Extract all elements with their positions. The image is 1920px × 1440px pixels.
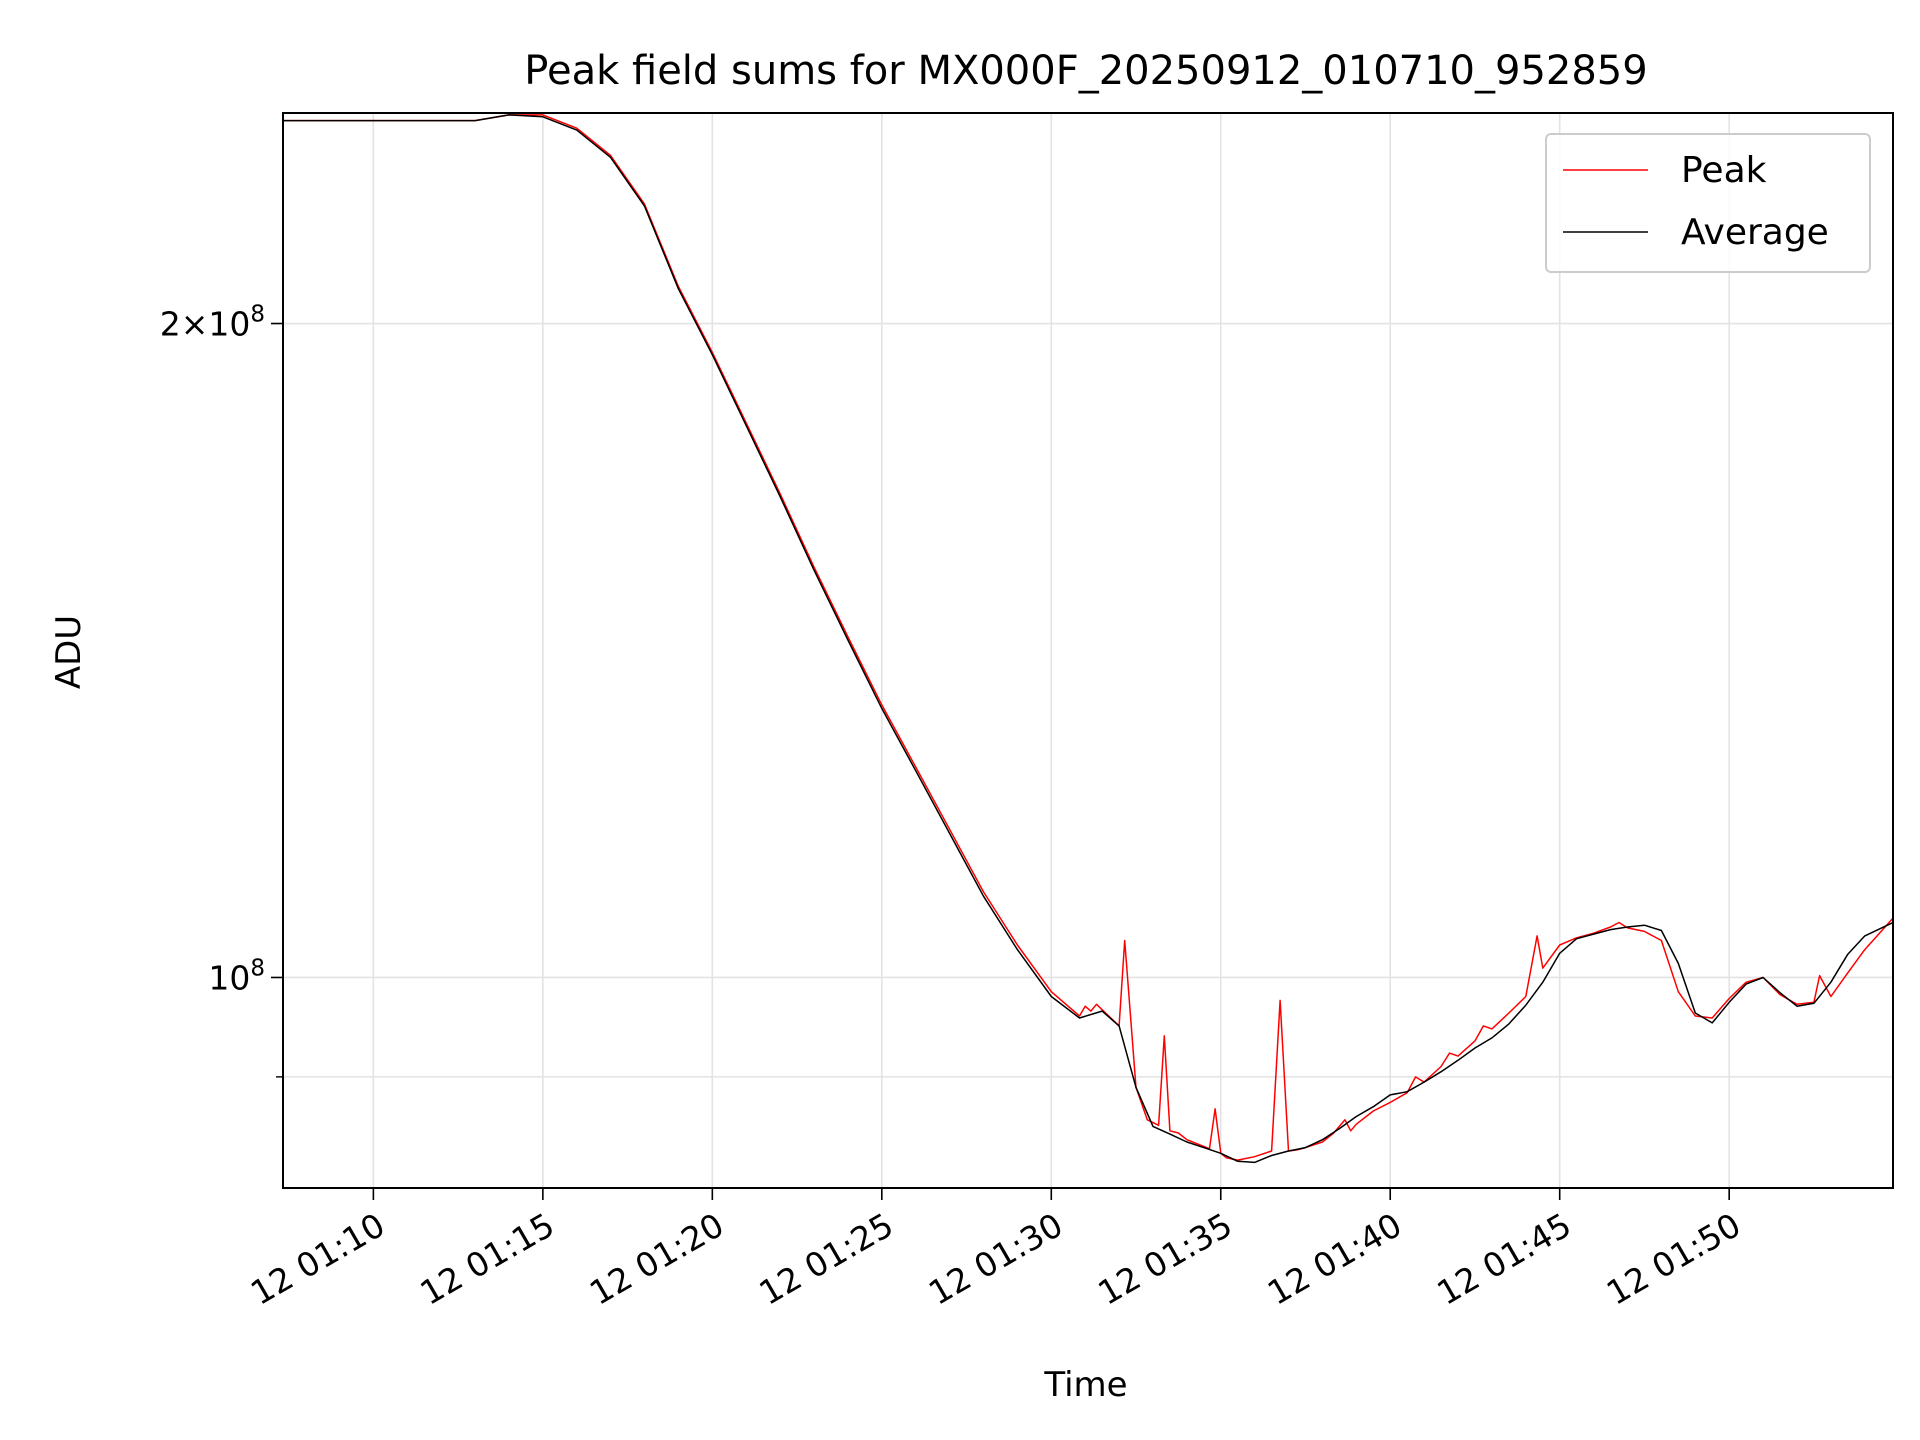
chart-title: Peak field sums for MX000F_20250912_0107… <box>524 48 1647 94</box>
y-axis-label: ADU <box>49 615 89 689</box>
legend-box <box>1545 133 1871 273</box>
plot-frame <box>282 112 1894 1189</box>
legend: Peak Average <box>1545 133 1871 273</box>
series-line-average <box>283 114 1893 1164</box>
legend-label-peak: Peak <box>1681 150 1767 191</box>
legend-label-average: Average <box>1681 212 1829 253</box>
plot-area <box>283 114 1893 1164</box>
y-tick-label: 2×108 <box>160 302 265 344</box>
y-tick-base: 10 <box>208 958 250 997</box>
y-tick-label: 108 <box>208 955 265 997</box>
y-tick-exponent: 8 <box>250 302 265 328</box>
grid <box>283 113 1893 1188</box>
y-tick-exponent: 8 <box>250 955 265 981</box>
y-tick-base: 2×10 <box>160 305 251 344</box>
x-axis-label: Time <box>1043 1365 1127 1405</box>
